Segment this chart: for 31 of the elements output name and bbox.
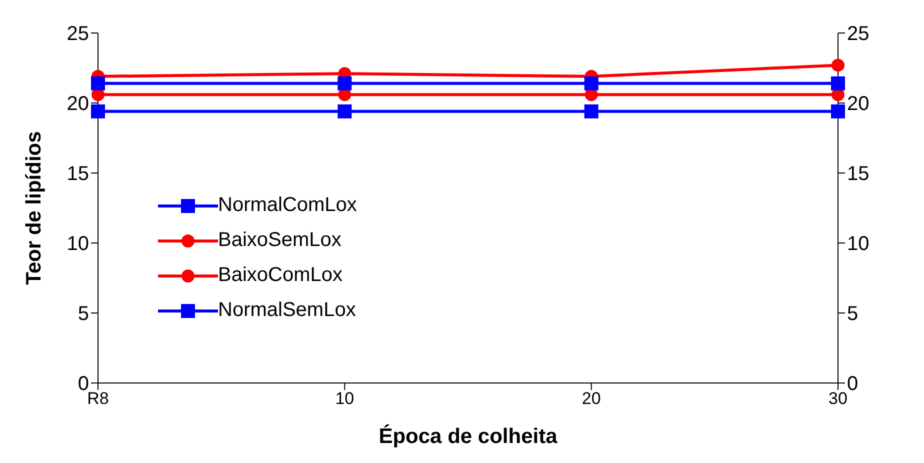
y2-tick-label: 5: [847, 303, 858, 326]
x-tick-label: 30: [828, 389, 848, 408]
y-axis-title: Teor de lipídios: [22, 131, 46, 285]
point: [91, 76, 105, 90]
y-tick-label: 10: [66, 233, 89, 256]
point: [91, 104, 105, 118]
y2-tick-label: 0: [847, 373, 858, 396]
legend-label: BaixoSemLox: [218, 229, 342, 252]
point: [832, 58, 844, 72]
y-tick-label: 15: [66, 163, 89, 186]
y-tick-label: 20: [66, 93, 89, 116]
x-tick-label: R8: [87, 389, 109, 408]
y-tick-label: 0: [78, 373, 89, 396]
y2-tick-label: 15: [847, 163, 870, 186]
point: [584, 104, 598, 118]
y2-tick-label: 25: [847, 23, 870, 46]
point: [338, 104, 352, 118]
point: [831, 76, 845, 90]
x-tick-label: 10: [335, 389, 354, 408]
y2-tick-label: 20: [847, 93, 870, 116]
legend-label: NormalComLox: [218, 194, 357, 217]
point: [831, 104, 845, 118]
legend-label: NormalSemLox: [218, 299, 356, 322]
point: [584, 76, 598, 90]
y-tick-label: 5: [78, 303, 89, 326]
x-axis-title: Época de colheita: [378, 424, 558, 448]
point: [338, 76, 352, 90]
y-tick-label: 25: [66, 23, 89, 46]
x-tick-label: 20: [582, 389, 601, 408]
y2-tick-label: 10: [847, 233, 870, 256]
legend-label: BaixoComLox: [218, 264, 343, 287]
